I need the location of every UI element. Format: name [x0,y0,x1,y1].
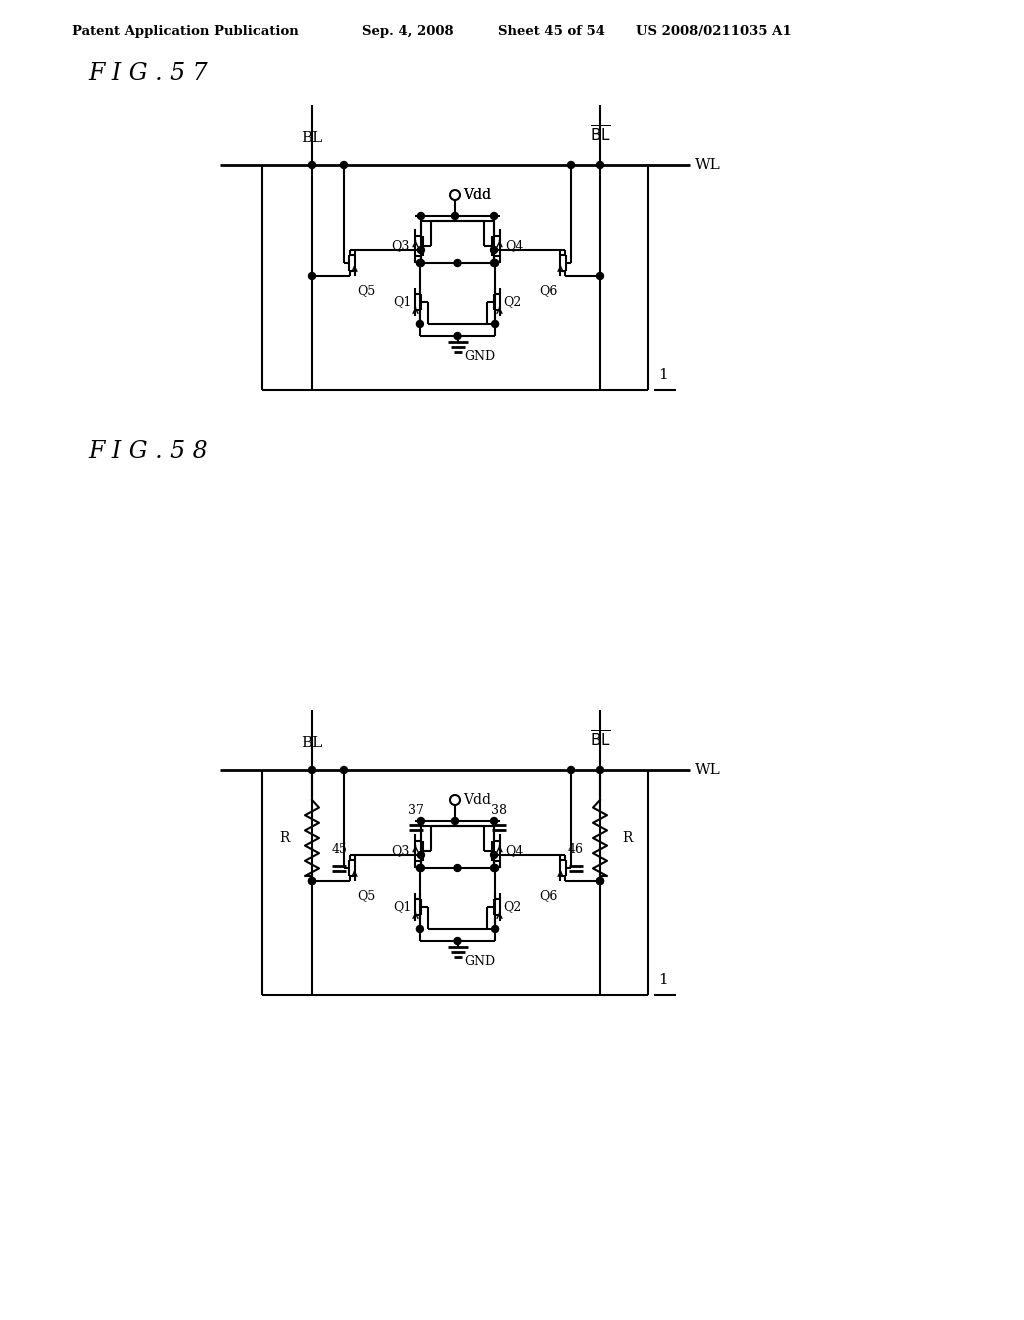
Circle shape [597,878,603,884]
Circle shape [490,247,498,253]
Circle shape [492,925,499,932]
Text: BL: BL [301,737,323,750]
Text: 1: 1 [658,973,668,987]
Circle shape [340,161,347,169]
Circle shape [308,767,315,774]
Text: GND: GND [465,954,496,968]
Text: Q1: Q1 [393,900,412,913]
Circle shape [597,161,603,169]
Circle shape [490,817,498,825]
Text: $\overline{\rm BL}$: $\overline{\rm BL}$ [590,730,610,750]
Text: $\overline{\rm BL}$: $\overline{\rm BL}$ [590,125,610,145]
Text: 37: 37 [408,804,424,817]
Text: Q5: Q5 [357,888,375,902]
Text: Vdd: Vdd [463,187,490,202]
Text: F I G . 5 7: F I G . 5 7 [88,62,208,84]
Circle shape [308,878,315,884]
Text: R: R [622,832,633,845]
Circle shape [417,865,423,871]
Text: Vdd: Vdd [463,793,490,807]
Text: WL: WL [695,763,721,777]
Circle shape [452,817,459,825]
Text: F I G . 5 8: F I G . 5 8 [88,440,208,463]
Text: Q3: Q3 [391,845,410,858]
Text: WL: WL [695,158,721,172]
Circle shape [490,851,498,858]
Circle shape [490,260,498,267]
Circle shape [492,321,499,327]
Text: Sep. 4, 2008: Sep. 4, 2008 [362,25,454,38]
Text: Vdd: Vdd [463,187,490,202]
Text: Q4: Q4 [505,239,523,252]
Text: GND: GND [465,350,496,363]
Text: Q6: Q6 [540,888,558,902]
Circle shape [454,937,461,945]
Text: 38: 38 [492,804,507,817]
Text: Q5: Q5 [357,284,375,297]
Text: BL: BL [301,131,323,145]
Text: Q6: Q6 [540,284,558,297]
Circle shape [454,333,461,339]
Circle shape [452,213,459,219]
Text: 46: 46 [568,843,584,855]
Text: 45: 45 [331,843,347,855]
Circle shape [418,260,425,267]
Circle shape [454,865,461,871]
Circle shape [492,260,499,267]
Circle shape [418,851,425,858]
Circle shape [417,321,423,327]
Circle shape [597,878,603,884]
Text: Q4: Q4 [505,845,523,858]
Text: US 2008/0211035 A1: US 2008/0211035 A1 [636,25,792,38]
Text: Q2: Q2 [503,296,521,309]
Circle shape [308,161,315,169]
Circle shape [567,767,574,774]
Text: Q3: Q3 [391,239,410,252]
Circle shape [490,213,498,219]
Circle shape [340,767,347,774]
Text: 1: 1 [658,368,668,381]
Circle shape [597,767,603,774]
Circle shape [418,865,425,871]
Circle shape [417,925,423,932]
Circle shape [490,865,498,871]
Circle shape [450,795,460,805]
Text: Q2: Q2 [503,900,521,913]
Text: Patent Application Publication: Patent Application Publication [72,25,299,38]
Text: Sheet 45 of 54: Sheet 45 of 54 [498,25,605,38]
Circle shape [454,260,461,267]
Circle shape [492,865,499,871]
Circle shape [597,272,603,280]
Circle shape [567,161,574,169]
Circle shape [308,878,315,884]
Circle shape [450,190,460,201]
Circle shape [418,247,425,253]
Text: R: R [280,832,290,845]
Circle shape [308,272,315,280]
Circle shape [417,260,423,267]
Text: Q1: Q1 [393,296,412,309]
Circle shape [418,817,425,825]
Circle shape [418,213,425,219]
